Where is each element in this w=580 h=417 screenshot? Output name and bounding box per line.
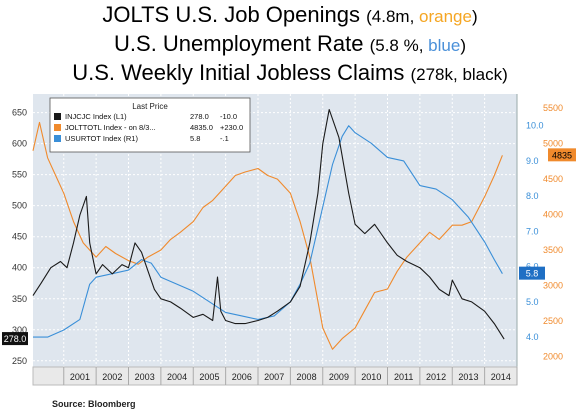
chart-area: 250 300 350 400 450 500 550 600 650 4.0 5.0 6.0 7.0 8…	[0, 90, 580, 402]
x-axis-tick-label: 2004	[167, 372, 187, 382]
title-jolts-colorword: orange	[419, 7, 472, 26]
title-line-3: U.S. Weekly Initial Jobless Claims (278k…	[0, 60, 580, 86]
unemployment-last-marker-text: 5.8	[526, 269, 539, 279]
right-axis-jolts-tick-label: 3500	[543, 245, 563, 255]
left-axis-tick-label: 550	[12, 170, 27, 180]
legend-change: -.1	[220, 134, 229, 143]
right-axis-unemployment-tick-label: 7.0	[526, 226, 539, 236]
left-axis-tick-label: 400	[12, 263, 27, 273]
title-jolts-paren-close: )	[471, 7, 478, 26]
jolts-last-marker: 4835	[548, 148, 576, 162]
right-axis-jolts-tick-label: 4500	[543, 174, 563, 184]
x-axis-tick-label: 2002	[102, 372, 122, 382]
x-axis-tick-label: 2008	[297, 372, 317, 382]
legend-series-name: INJCJC Index (L1)	[65, 112, 127, 121]
x-axis-tick-label: 2014	[491, 372, 511, 382]
title-jolts-paren-open: (4.8m,	[366, 7, 420, 26]
x-axis-tick-label: 2007	[264, 372, 284, 382]
legend-last-price: 4835.0	[190, 123, 213, 132]
left-axis-tick-label: 600	[12, 139, 27, 149]
source-note: Source: Bloomberg	[52, 399, 136, 409]
right-axis-jolts-tick-label: 5500	[543, 103, 563, 113]
unemployment-last-marker: 5.8	[519, 266, 545, 280]
x-axis-tick-label: 2001	[70, 372, 90, 382]
series-line-unemployment	[33, 125, 503, 338]
x-axis-tick-label: 2010	[361, 372, 381, 382]
title-unemployment-paren-open: (5.8 %,	[369, 36, 429, 55]
legend-last-price: 278.0	[190, 112, 209, 121]
legend-last-price: 5.8	[190, 134, 200, 143]
title-unemployment-text: U.S. Unemployment Rate	[114, 31, 364, 56]
x-axis-tick-label: 2003	[135, 372, 155, 382]
right-axis-unemployment-tick-label: 6.0	[526, 262, 539, 272]
right-axis-unemployment-tick-label: 4.0	[526, 332, 539, 342]
jobless-last-marker-box	[2, 332, 28, 346]
legend-header: Last Price	[132, 102, 168, 111]
title-line-1: JOLTS U.S. Job Openings (4.8m, orange)	[0, 2, 580, 28]
x-axis-tick-label: 2009	[329, 372, 349, 382]
legend-series-name: USURTOT Index (R1)	[65, 134, 138, 143]
left-axis-tick-label: 650	[12, 108, 27, 118]
right-axis-jolts-tick-label: 3000	[543, 280, 563, 290]
jobless-last-marker-text: 278.0	[4, 334, 27, 344]
right-axis-unemployment-tick-label: 9.0	[526, 156, 539, 166]
title-jolts-text: JOLTS U.S. Job Openings	[102, 2, 360, 27]
jolts-last-marker-text: 4835	[552, 150, 572, 160]
left-axis-tick-label: 250	[12, 356, 27, 366]
legend-box	[49, 97, 251, 153]
left-axis-tick-label: 350	[12, 294, 27, 304]
left-axis-tick-label: 500	[12, 201, 27, 211]
title-unemployment-colorword: blue	[428, 36, 461, 55]
right-axis-unemployment-tick-label: 10.0	[526, 121, 544, 131]
legend-swatch	[54, 124, 61, 131]
title-claims-paren: (278k, black)	[410, 65, 508, 84]
right-axis-unemployment-tick-label: 8.0	[526, 191, 539, 201]
x-axis-tick-label: 2012	[426, 372, 446, 382]
legend-change: -10.0	[220, 112, 237, 121]
jobless-last-marker: 278.0	[2, 332, 28, 346]
series-line-jolts	[32, 121, 503, 350]
jolts-last-marker-box	[548, 148, 576, 162]
unemployment-last-marker-box	[519, 266, 545, 280]
right-axis-jolts-tick-label: 2000	[543, 351, 563, 361]
title-unemployment-paren-close: )	[460, 36, 466, 55]
legend-swatch	[54, 113, 61, 120]
x-axis-tick-label: 2005	[199, 372, 219, 382]
x-axis-tick-label: 2013	[458, 372, 478, 382]
x-axis-tick-label: 2011	[394, 372, 413, 382]
left-axis-tick-label: 300	[12, 325, 27, 335]
legend-swatch	[54, 135, 61, 142]
right-axis-jolts-tick-label: 5000	[543, 139, 563, 149]
legend: Last Price INJCJC Index (L1) 278.0 -10.0 JOL…	[49, 97, 251, 153]
left-axis-tick-label: 450	[12, 232, 27, 242]
right-axis-jolts-tick-label: 4000	[543, 210, 563, 220]
series-line-jobless	[32, 108, 505, 340]
right-axis-unemployment-tick-label: 5.0	[526, 297, 539, 307]
legend-series-name: JOLTTOTL Index - on 8/3...	[65, 123, 156, 132]
x-axis-tick-label: 2006	[232, 372, 252, 382]
legend-change: +230.0	[220, 123, 243, 132]
right-axis-jolts-tick-label: 2500	[543, 316, 563, 326]
title-claims-text: U.S. Weekly Initial Jobless Claims	[72, 60, 405, 85]
title-line-2: U.S. Unemployment Rate (5.8 %, blue)	[0, 31, 580, 57]
